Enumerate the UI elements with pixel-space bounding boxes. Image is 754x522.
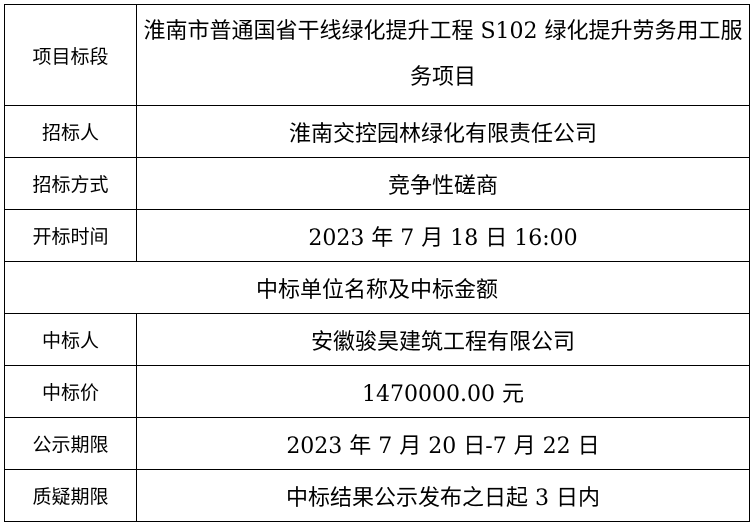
row-value: 竞争性磋商 xyxy=(136,157,750,210)
table-row: 项目标段 淮南市普通国省干线绿化提升工程 S102 绿化提升劳务用工服务项目 xyxy=(4,4,750,106)
table-row: 招标人 淮南交控园林绿化有限责任公司 xyxy=(4,105,750,158)
table-row: 质疑期限 中标结果公示发布之日起 3 日内 xyxy=(4,469,750,522)
table-row: 招标方式 竞争性磋商 xyxy=(4,157,750,210)
row-value: 2023 年 7 月 20 日-7 月 22 日 xyxy=(136,417,750,470)
row-label: 项目标段 xyxy=(4,4,137,106)
row-value: 淮南市普通国省干线绿化提升工程 S102 绿化提升劳务用工服务项目 xyxy=(136,4,750,106)
table-row: 开标时间 2023 年 7 月 18 日 16:00 xyxy=(4,209,750,262)
row-value: 2023 年 7 月 18 日 16:00 xyxy=(136,209,750,262)
row-label: 中标价 xyxy=(4,365,137,418)
row-label: 招标人 xyxy=(4,105,137,158)
row-label: 招标方式 xyxy=(4,157,137,210)
table-row: 中标人 安徽骏昊建筑工程有限公司 xyxy=(4,313,750,366)
row-label: 质疑期限 xyxy=(4,469,137,522)
bid-result-table: 项目标段 淮南市普通国省干线绿化提升工程 S102 绿化提升劳务用工服务项目 招… xyxy=(4,4,750,522)
row-label: 开标时间 xyxy=(4,209,137,262)
table-row: 中标价 1470000.00 元 xyxy=(4,365,750,418)
row-value: 中标结果公示发布之日起 3 日内 xyxy=(136,469,750,522)
row-value: 1470000.00 元 xyxy=(136,365,750,418)
section-header-row: 中标单位名称及中标金额 xyxy=(4,261,750,314)
row-label: 中标人 xyxy=(4,313,137,366)
row-label: 公示期限 xyxy=(4,417,137,470)
row-value: 安徽骏昊建筑工程有限公司 xyxy=(136,313,750,366)
row-value: 淮南交控园林绿化有限责任公司 xyxy=(136,105,750,158)
table-row: 公示期限 2023 年 7 月 20 日-7 月 22 日 xyxy=(4,417,750,470)
section-header: 中标单位名称及中标金额 xyxy=(4,261,750,314)
